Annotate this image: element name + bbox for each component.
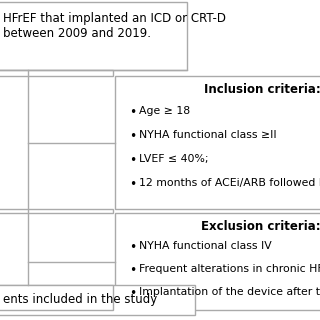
Text: •: • [129,130,136,143]
Text: NYHA functional class IV: NYHA functional class IV [139,241,272,251]
Bar [0,285,195,315]
Text: Exclusion criteria:: Exclusion criteria: [201,220,320,233]
Text: •: • [129,178,136,191]
Text: Frequent alterations in chronic HF medi-: Frequent alterations in chronic HF medi- [139,264,320,274]
Text: NYHA functional class ≥II: NYHA functional class ≥II [139,130,276,140]
Text: 12 months of ACEi/ARB followed by 12 m: 12 months of ACEi/ARB followed by 12 m [139,178,320,188]
Text: Inclusion criteria:: Inclusion criteria: [204,83,320,96]
Text: Age ≥ 18: Age ≥ 18 [139,106,190,116]
Text: •: • [129,154,136,167]
Bar [115,213,320,310]
Text: HFrEF that implanted an ICD or CRT-D
between 2009 and 2019.: HFrEF that implanted an ICD or CRT-D bet… [3,12,226,40]
Text: •: • [129,106,136,119]
Text: •: • [129,287,136,300]
Bar [0,70,113,76]
Text: ents included in the study: ents included in the study [3,293,157,307]
Bar [0,285,113,310]
Bar [0,2,187,70]
Text: Implantation of the device after the intr-: Implantation of the device after the int… [139,287,320,297]
Text: •: • [129,241,136,254]
Text: LVEF ≤ 40%;: LVEF ≤ 40%; [139,154,209,164]
Bar [115,76,320,209]
Bar [0,209,113,213]
Text: •: • [129,264,136,277]
